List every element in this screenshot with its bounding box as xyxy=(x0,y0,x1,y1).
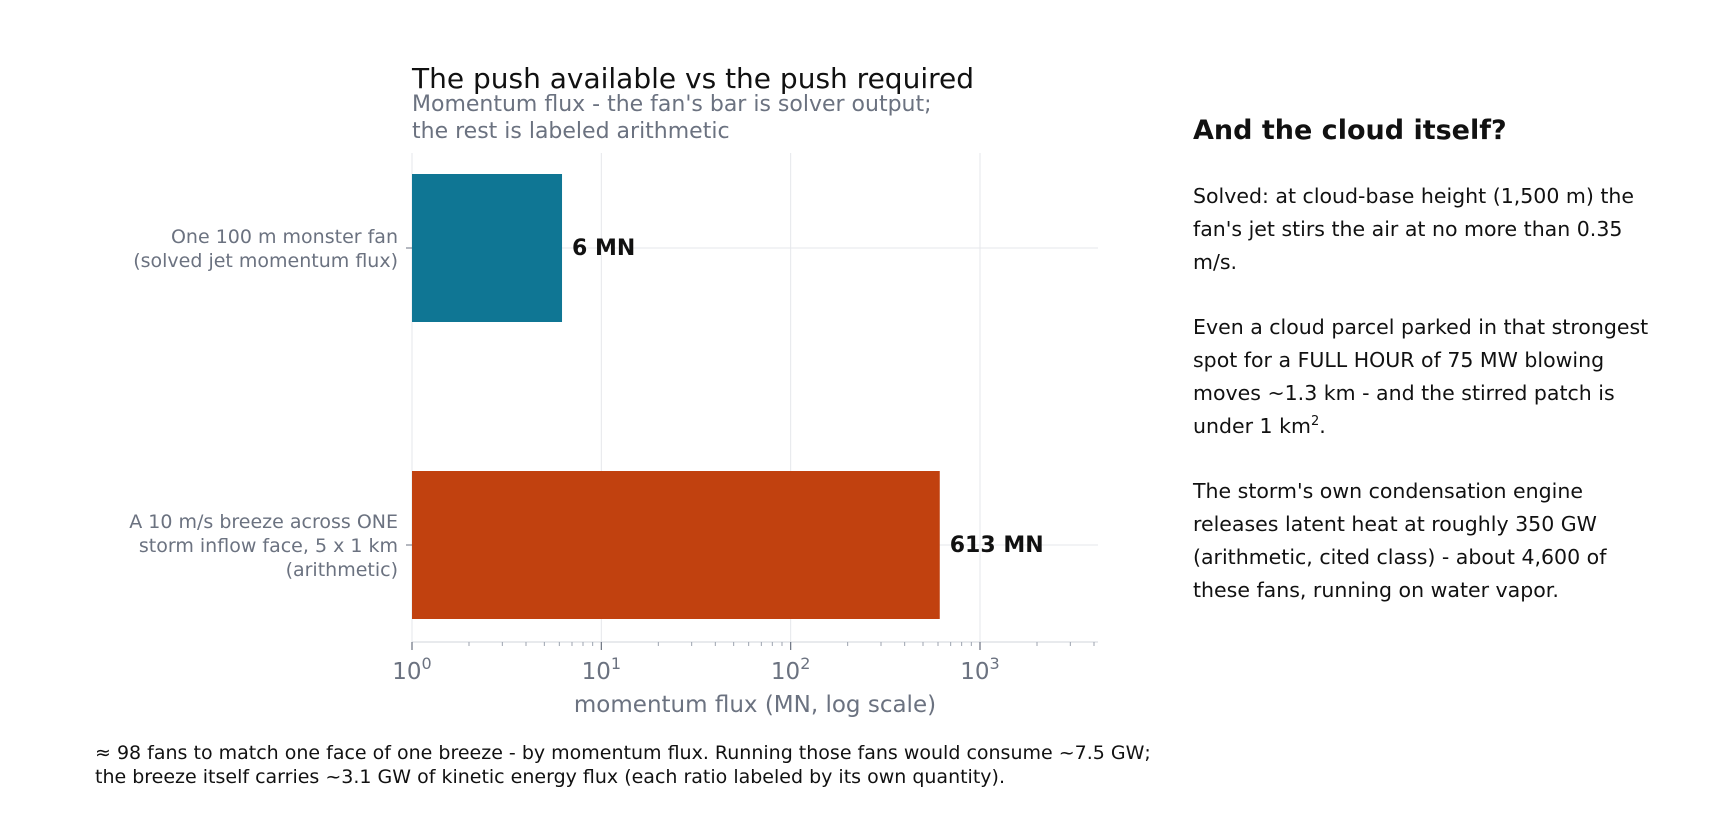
x-tick-base-0: 10 xyxy=(392,659,421,685)
x-tick-base-1: 10 xyxy=(582,659,611,685)
x-tick-base-2: 10 xyxy=(771,659,800,685)
category-label-0-line-1: (solved jet momentum flux) xyxy=(133,250,398,272)
x-tick-exponent-3: 3 xyxy=(990,654,1000,673)
x-tick-base-3: 10 xyxy=(960,659,989,685)
x-tick-label-2: 102 xyxy=(771,654,810,685)
side-panel-paragraph-2: Even a cloud parcel parked in that stron… xyxy=(1193,311,1653,443)
side-panel-paragraph-3: The storm's own condensation engine rele… xyxy=(1193,479,1607,603)
bar-0 xyxy=(412,174,563,322)
x-tick-exponent-0: 0 xyxy=(422,654,432,673)
footnote: ≈ 98 fans to match one face of one breez… xyxy=(95,741,1395,789)
side-panel: And the cloud itself? Solved: at cloud-b… xyxy=(1193,113,1653,639)
footnote-line-2: the breeze itself carries ~3.1 GW of kin… xyxy=(95,766,1005,788)
category-label-1-line-2: (arithmetic) xyxy=(286,559,398,581)
side-panel-paragraph-1: Solved: at cloud-base height (1,500 m) t… xyxy=(1193,184,1635,275)
bars xyxy=(412,174,940,619)
x-axis: 100 101 102 103 xyxy=(392,247,1098,685)
value-label-0: 6 MN xyxy=(572,236,635,261)
x-axis-title: momentum flux (MN, log scale) xyxy=(574,692,936,718)
side-panel-paragraph-2-end: . xyxy=(1319,414,1326,439)
value-label-1: 613 MN xyxy=(950,533,1044,558)
category-label-0-line-0: One 100 m monster fan xyxy=(171,226,398,248)
x-tick-label-0: 100 xyxy=(392,654,431,685)
chart-subtitle-line-2: the rest is labeled arithmetic xyxy=(412,119,730,144)
side-panel-title: And the cloud itself? xyxy=(1193,115,1507,146)
category-label-1-line-1: storm inflow face, 5 x 1 km xyxy=(139,535,398,557)
category-label-1-line-0: A 10 m/s breeze across ONE xyxy=(129,511,398,533)
bar-1 xyxy=(412,471,940,619)
side-panel-paragraph-2-text: Even a cloud parcel parked in that stron… xyxy=(1193,315,1649,439)
chart-subtitle-line-1: Momentum flux - the fan's bar is solver … xyxy=(412,92,932,117)
x-tick-label-3: 103 xyxy=(960,654,999,685)
footnote-line-1: ≈ 98 fans to match one face of one breez… xyxy=(95,742,1151,764)
x-tick-exponent-1: 1 xyxy=(611,654,621,673)
chart-title: The push available vs the push required xyxy=(411,62,974,95)
superscript-2: 2 xyxy=(1310,414,1320,430)
x-tick-exponent-2: 2 xyxy=(800,654,810,673)
labels: One 100 m monster fan(solved jet momentu… xyxy=(129,226,1043,581)
x-tick-label-1: 101 xyxy=(582,654,621,685)
